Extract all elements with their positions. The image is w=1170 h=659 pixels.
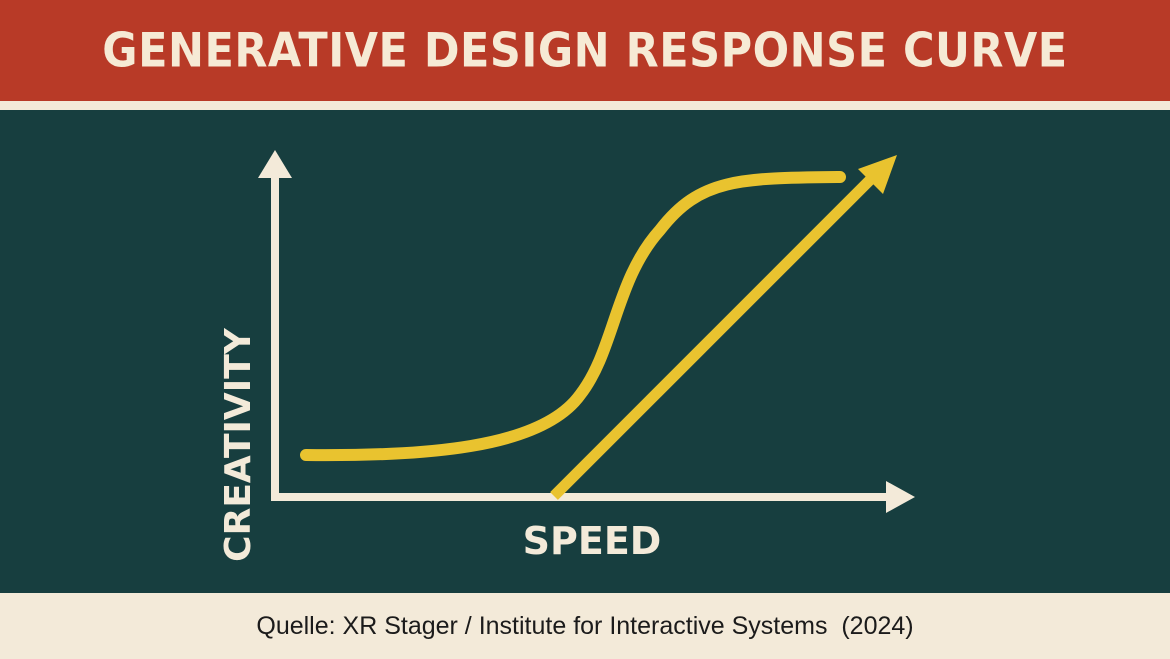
divider-band: [0, 101, 1170, 110]
title-bar: GENERATIVE DESIGN RESPONSE CURVE: [0, 0, 1170, 101]
response-curve-diagram: CREATIVITY SPEED: [218, 150, 915, 563]
source-caption: Quelle: XR Stager / Institute for Intera…: [256, 611, 914, 640]
diagonal-arrowhead: [858, 155, 897, 194]
x-axis-arrowhead: [886, 481, 915, 513]
x-axis-label: SPEED: [523, 519, 662, 563]
page-title: GENERATIVE DESIGN RESPONSE CURVE: [102, 23, 1068, 78]
s-curve: [300, 171, 846, 462]
y-axis-arrowhead: [258, 150, 292, 178]
diagonal-arrow-line: [550, 176, 874, 500]
y-axis-label: CREATIVITY: [218, 327, 259, 562]
source-footer: Quelle: XR Stager / Institute for Intera…: [0, 593, 1170, 659]
diagram-panel: CREATIVITY SPEED: [0, 110, 1170, 593]
